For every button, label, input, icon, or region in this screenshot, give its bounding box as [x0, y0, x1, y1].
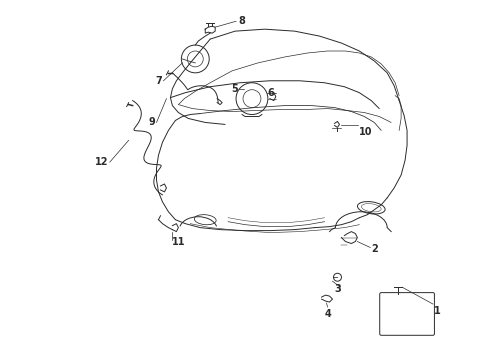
Text: 3: 3	[335, 284, 342, 294]
Text: 8: 8	[238, 16, 245, 26]
Text: 5: 5	[231, 84, 238, 94]
Text: 11: 11	[172, 237, 186, 247]
Text: 1: 1	[434, 306, 441, 316]
Text: 10: 10	[359, 127, 373, 138]
Text: 12: 12	[95, 157, 109, 167]
Text: 9: 9	[149, 117, 155, 127]
Text: 6: 6	[268, 88, 274, 98]
Text: 7: 7	[156, 76, 163, 86]
Text: 2: 2	[371, 244, 378, 255]
Text: 4: 4	[324, 309, 331, 319]
